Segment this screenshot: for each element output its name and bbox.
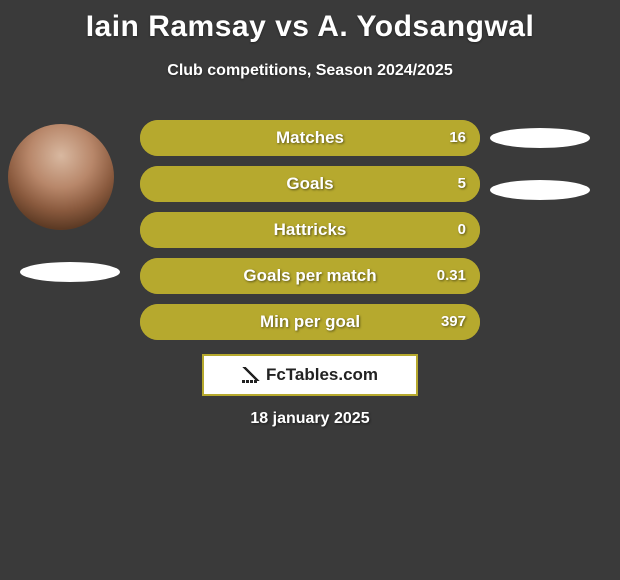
site-logo[interactable]: FcTables.com	[202, 354, 418, 396]
stat-bar-label: Goals per match	[140, 258, 480, 294]
logo-text: FcTables.com	[266, 365, 378, 385]
stat-bar: Hattricks0	[140, 212, 480, 248]
player-avatar	[8, 124, 114, 230]
stat-bars-container: Matches16 Goals5 Hattricks0 Goals per match…	[140, 120, 480, 350]
stat-bar-value: 397	[441, 304, 466, 340]
page-title: Iain Ramsay vs A. Yodsangwal	[0, 0, 620, 44]
stat-bar: Goals per match0.31	[140, 258, 480, 294]
left-ellipse	[20, 262, 120, 282]
stat-bar: Min per goal397	[140, 304, 480, 340]
stat-bar-value: 5	[458, 166, 466, 202]
chart-icon	[242, 367, 260, 383]
right-ellipse	[490, 128, 590, 148]
date-text: 18 january 2025	[0, 410, 620, 428]
stat-bar-label: Min per goal	[140, 304, 480, 340]
right-ellipse	[490, 180, 590, 200]
stat-bar-label: Goals	[140, 166, 480, 202]
stat-bar-label: Hattricks	[140, 212, 480, 248]
stat-bar-value: 16	[449, 120, 466, 156]
subtitle: Club competitions, Season 2024/2025	[0, 62, 620, 80]
stat-bar-value: 0	[458, 212, 466, 248]
stat-bar-value: 0.31	[437, 258, 466, 294]
stat-bar-label: Matches	[140, 120, 480, 156]
stat-bar: Matches16	[140, 120, 480, 156]
stat-bar: Goals5	[140, 166, 480, 202]
